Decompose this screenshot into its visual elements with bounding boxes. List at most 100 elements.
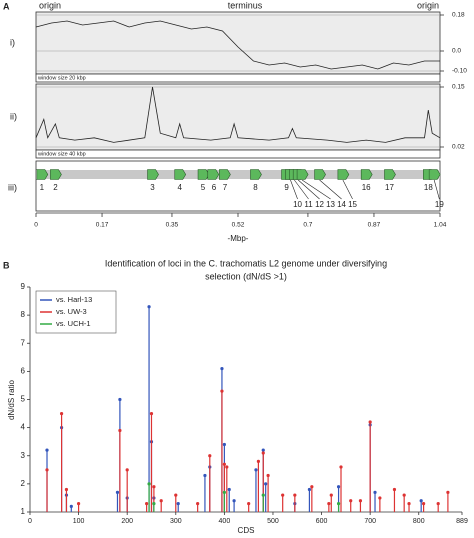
- y-axis-label: dN/dS ratio: [7, 379, 16, 420]
- spike-tip: [208, 454, 212, 458]
- spike-tip: [145, 501, 149, 506]
- spike-tip: [220, 389, 224, 393]
- y-tick-label: 8: [21, 310, 26, 319]
- spike-tip: [147, 482, 151, 486]
- x-tick-label: 200: [121, 518, 133, 525]
- gene-label: 3: [150, 183, 155, 192]
- spike-tip: [152, 501, 156, 506]
- x-axis-label: CDS: [238, 526, 255, 535]
- y-tick-label: 1: [21, 507, 26, 516]
- y-tick-label: 5: [21, 395, 26, 404]
- spike-tip: [256, 459, 260, 463]
- spike-tip: [174, 493, 178, 497]
- spike-tip: [147, 305, 151, 309]
- spike-tip: [159, 499, 163, 503]
- y-tick-label: 0.18: [452, 12, 465, 19]
- spike-tip: [220, 366, 224, 371]
- x-tick-label: 800: [413, 518, 425, 525]
- track-background: [35, 11, 441, 75]
- window-label: window size 20 kbp: [37, 75, 86, 81]
- spike-tip: [373, 490, 377, 494]
- gene-label: 14: [337, 200, 346, 209]
- y-tick-label: 2: [21, 479, 26, 488]
- panel-label: A: [3, 1, 10, 11]
- spike-tip: [368, 420, 372, 424]
- gene-label: 18: [424, 183, 433, 192]
- spike-tip: [115, 490, 120, 494]
- gene-arrow: [314, 169, 326, 180]
- gene-label: 8: [253, 183, 258, 192]
- track-label: i): [10, 37, 15, 47]
- gene-label: 9: [284, 183, 289, 192]
- leader-line: [319, 179, 342, 200]
- spike-tip: [261, 451, 265, 455]
- track-background: [35, 160, 441, 212]
- spike-tip: [247, 501, 251, 506]
- y-tick-label: 3: [21, 451, 26, 460]
- gene-label: 17: [385, 183, 394, 192]
- leader-line: [290, 179, 298, 200]
- spike-tip: [336, 501, 341, 506]
- spike-tip: [422, 501, 426, 506]
- gene-arrow: [219, 169, 231, 180]
- track-background: [35, 83, 441, 151]
- gene-label: 5: [201, 183, 206, 192]
- spike-tip: [149, 411, 154, 416]
- spike-tip: [307, 487, 312, 492]
- spike-tip: [45, 468, 49, 472]
- gene-label: 4: [178, 183, 183, 192]
- x-tick-label: 1.04: [434, 222, 447, 229]
- gene-label: 15: [348, 200, 357, 209]
- spike-tip: [152, 485, 156, 489]
- line: [35, 86, 441, 143]
- spike-tip: [203, 473, 207, 478]
- x-tick-label: 0.7: [303, 222, 312, 229]
- x-tick-label: 0.35: [166, 222, 179, 229]
- spike-tip: [264, 482, 268, 486]
- gene-arrow: [360, 169, 373, 180]
- spike-tip: [402, 493, 406, 497]
- spike-tip: [358, 499, 363, 503]
- legend-label: vs. UW-3: [56, 307, 87, 316]
- gene-arrow: [428, 169, 441, 180]
- spike-tip: [293, 493, 297, 497]
- chart-title: selection (dN/dS >1): [205, 271, 287, 281]
- chromosome-band: [36, 170, 440, 179]
- y-tick-label: 7: [21, 338, 26, 347]
- y-tick-label: 0.0: [452, 48, 461, 55]
- x-tick-label: 100: [73, 518, 85, 525]
- x-tick-label: 500: [267, 518, 279, 525]
- leader-line: [433, 179, 440, 200]
- spike-tip: [232, 499, 236, 503]
- track-label: ii): [10, 111, 17, 121]
- x-tick-label: 0.52: [232, 222, 245, 229]
- legend-label: vs. UCH-1: [56, 319, 91, 328]
- window-strip: [35, 73, 441, 83]
- x-tick-label: 300: [170, 518, 182, 525]
- spike-tip: [222, 442, 226, 447]
- x-tick-label: 889: [456, 518, 468, 525]
- window-strip: [35, 149, 441, 159]
- gene-label: 7: [223, 183, 228, 192]
- y-tick-label: 9: [21, 282, 26, 291]
- spike-tip: [196, 501, 200, 506]
- spike-tip: [69, 504, 73, 508]
- region-label: terminus: [228, 0, 263, 10]
- gene-label: 10: [293, 200, 302, 209]
- spike-tip: [76, 501, 81, 506]
- window-label: window size 40 kbp: [37, 151, 86, 157]
- spike-tip: [419, 499, 423, 503]
- x-axis-label: -Mbp-: [228, 234, 249, 243]
- spike-tip: [407, 501, 411, 506]
- gene-label: 12: [315, 200, 324, 209]
- gene-label: 11: [304, 200, 313, 209]
- spike-tip: [336, 485, 341, 489]
- y-tick-label: 0.15: [452, 84, 465, 91]
- region-label: origin: [417, 0, 439, 10]
- gene-arrow: [36, 169, 49, 180]
- gene-label: 6: [212, 183, 217, 192]
- spike-tip: [118, 428, 122, 433]
- gene-label: 13: [326, 200, 335, 209]
